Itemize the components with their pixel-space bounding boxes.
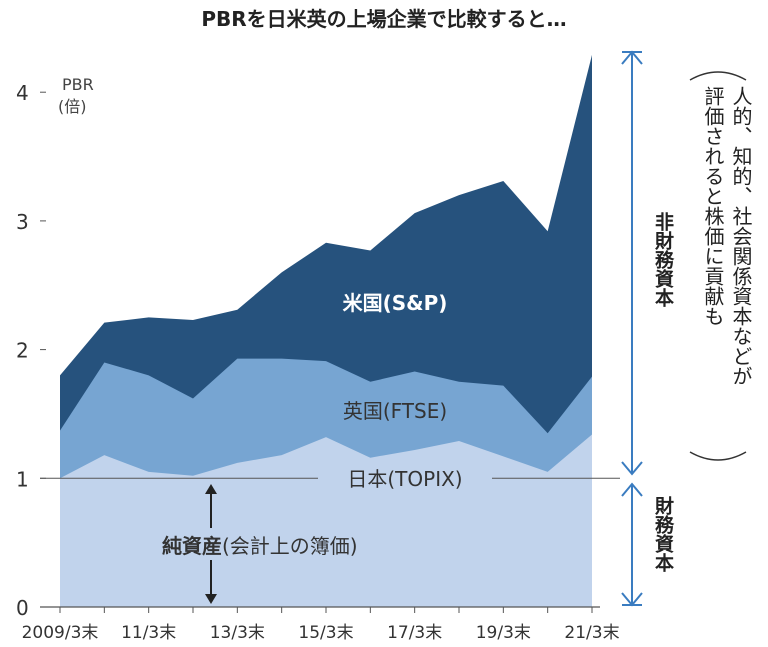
bracket-bottom <box>689 451 747 461</box>
y-tick-label: 4 <box>16 81 29 105</box>
area-topix <box>60 434 592 607</box>
non-financial-label: 非財務資本 <box>652 212 674 307</box>
y-axis-unit: (倍) <box>58 97 87 116</box>
x-tick-label: 21/3末 <box>564 623 619 643</box>
financial-arrow-head-top <box>621 482 643 497</box>
x-tick-label: 19/3末 <box>476 623 531 643</box>
note-line1: 人的、知的、社会関係資本などが <box>729 86 753 386</box>
note-line2: 評価されると株価に貢献も <box>701 86 725 326</box>
series-label-ftse: 英国(FTSE) <box>343 399 447 423</box>
x-tick-label: 11/3末 <box>121 623 176 643</box>
non-financial-arrow-head-bottom <box>621 461 643 476</box>
y-tick-label: 0 <box>16 596 29 620</box>
y-tick-label: 2 <box>16 339 29 363</box>
x-tick-label: 2009/3末 <box>22 623 99 643</box>
series-label-sp: 米国(S&P) <box>343 291 448 315</box>
net-assets-rest: (会計上の簿価) <box>222 534 358 558</box>
y-tick-label: 3 <box>16 210 29 234</box>
y-tick-label: 1 <box>16 467 29 491</box>
x-tick-label: 17/3末 <box>387 623 442 643</box>
net-assets-label: 純資産(会計上の簿価) <box>162 534 358 558</box>
net-assets-bold: 純資産 <box>162 534 222 558</box>
chart-title: PBRを日米英の上場企業で比較すると… <box>201 7 566 31</box>
bracket-top <box>689 71 747 81</box>
x-tick-label: 13/3末 <box>210 623 265 643</box>
y-axis-label: PBR <box>62 75 94 94</box>
x-tick-label: 15/3末 <box>298 623 353 643</box>
series-label-topix: 日本(TOPIX) <box>347 467 462 491</box>
arrow-head-up <box>205 484 217 494</box>
arrow-head-down <box>205 594 217 604</box>
financial-label: 財務資本 <box>652 496 674 572</box>
